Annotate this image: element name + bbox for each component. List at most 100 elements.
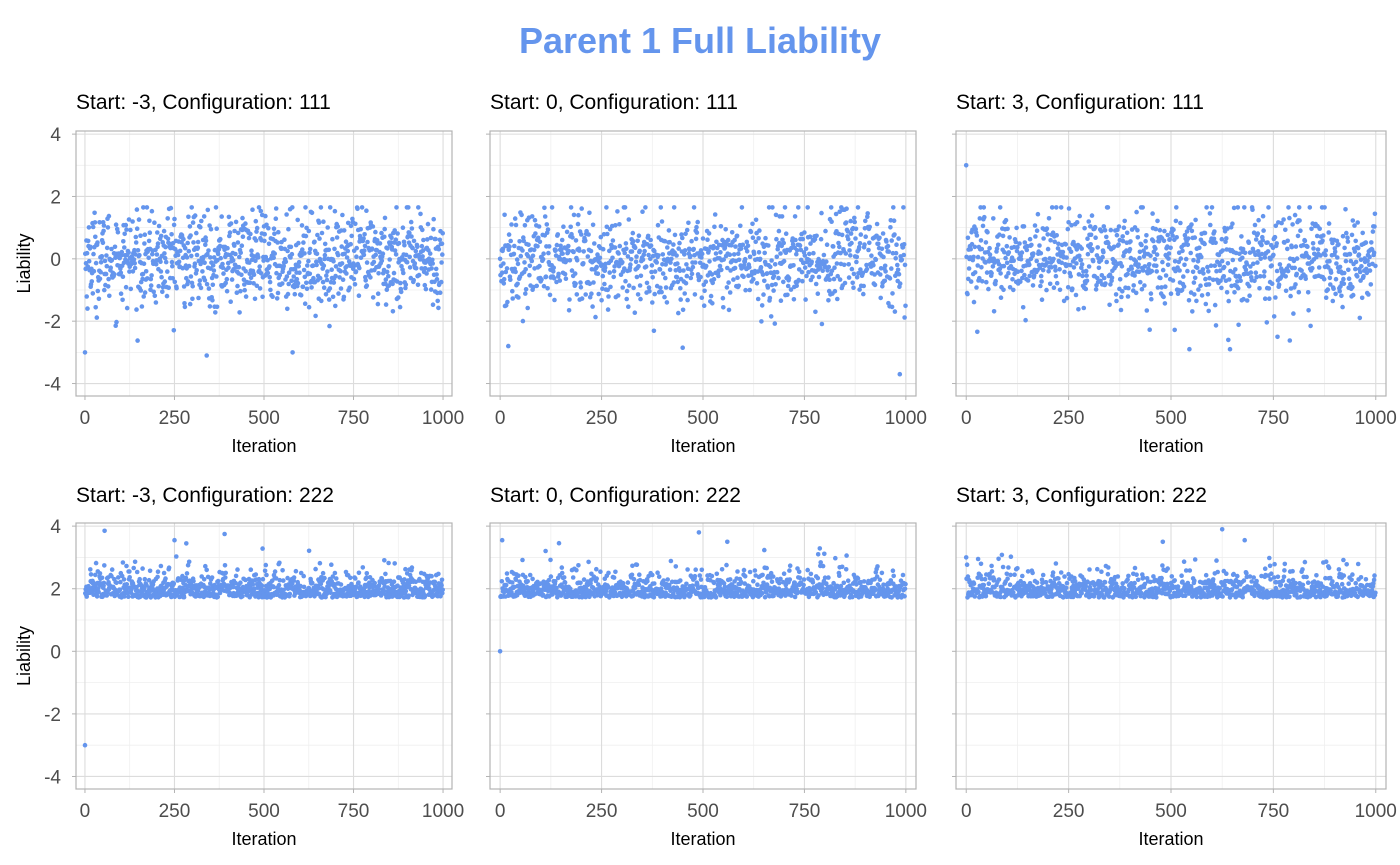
data-point: [151, 289, 156, 295]
data-point: [368, 275, 373, 280]
data-point: [659, 289, 664, 295]
data-point: [229, 277, 235, 282]
data-point: [638, 296, 643, 302]
data-point: [1038, 283, 1043, 289]
data-point: [100, 240, 106, 246]
data-point: [742, 574, 748, 579]
data-point: [1345, 239, 1351, 244]
data-point: [631, 576, 637, 582]
data-point: [1198, 283, 1203, 289]
data-point: [85, 238, 91, 244]
data-point: [885, 243, 891, 249]
data-point: [295, 280, 301, 286]
data-point: [659, 219, 665, 224]
data-point: [1200, 267, 1206, 272]
data-point: [290, 350, 295, 355]
data-point: [166, 285, 171, 291]
data-point: [1068, 273, 1073, 279]
x-tick-label: 1000: [1355, 408, 1397, 429]
data-point: [791, 263, 796, 268]
data-point: [194, 252, 200, 258]
data-point: [739, 205, 745, 210]
data-point: [380, 251, 386, 256]
data-point: [563, 276, 569, 282]
data-point: [172, 279, 178, 285]
data-point: [1247, 293, 1252, 299]
data-point: [218, 255, 223, 261]
data-point: [1317, 226, 1322, 231]
data-point: [736, 251, 741, 256]
data-point: [161, 570, 167, 576]
data-point: [128, 286, 134, 292]
data-point: [240, 593, 245, 599]
data-point: [655, 570, 660, 575]
data-point: [655, 222, 661, 228]
data-point: [1246, 240, 1252, 245]
data-point: [1003, 217, 1009, 223]
data-point: [1148, 253, 1153, 258]
data-point: [760, 572, 765, 578]
data-point: [683, 280, 689, 286]
data-point: [893, 250, 899, 256]
data-point: [637, 283, 643, 288]
data-point: [879, 246, 885, 252]
data-point: [978, 238, 984, 243]
data-point: [837, 244, 842, 250]
data-point: [338, 582, 344, 587]
data-point: [501, 276, 507, 282]
data-point: [602, 281, 607, 287]
data-points: [82, 205, 446, 358]
data-point: [735, 275, 740, 281]
data-point: [516, 295, 521, 300]
data-point: [219, 214, 224, 219]
data-point: [434, 272, 439, 277]
data-point: [300, 284, 306, 290]
data-point: [112, 272, 117, 277]
data-point: [404, 259, 410, 265]
data-point: [1103, 281, 1108, 286]
data-point: [624, 288, 630, 294]
data-point: [1288, 293, 1293, 299]
data-point: [763, 235, 768, 241]
data-point: [719, 267, 724, 273]
data-point: [205, 207, 211, 213]
data-point: [319, 298, 324, 304]
data-point: [1143, 245, 1149, 250]
data-point: [1292, 212, 1298, 218]
data-point: [106, 276, 111, 282]
data-point: [979, 246, 985, 252]
data-point: [515, 261, 521, 267]
data-point: [147, 218, 152, 224]
data-point: [839, 232, 845, 238]
data-point: [303, 233, 309, 239]
x-tick-label: 250: [586, 408, 618, 429]
data-point: [1352, 249, 1358, 254]
data-point: [699, 251, 705, 257]
data-point: [363, 278, 369, 283]
data-point: [726, 280, 731, 285]
data-point: [334, 576, 339, 581]
data-point: [692, 573, 698, 579]
data-point: [891, 218, 897, 223]
data-point: [658, 205, 664, 210]
data-point: [861, 283, 866, 289]
data-point: [523, 291, 528, 296]
data-point: [394, 205, 399, 210]
data-point: [163, 259, 169, 265]
data-point: [204, 567, 209, 573]
data-point: [327, 205, 333, 210]
data-point: [333, 273, 338, 279]
data-point: [610, 255, 615, 261]
data-point: [221, 271, 226, 276]
data-point: [208, 226, 214, 232]
data-point: [93, 234, 98, 240]
data-point: [848, 231, 854, 236]
data-point: [794, 283, 799, 289]
data-point: [736, 257, 742, 263]
data-point: [1325, 287, 1331, 292]
data-point: [512, 243, 517, 249]
data-point: [637, 572, 642, 577]
data-point: [177, 248, 183, 254]
data-point: [561, 575, 567, 580]
